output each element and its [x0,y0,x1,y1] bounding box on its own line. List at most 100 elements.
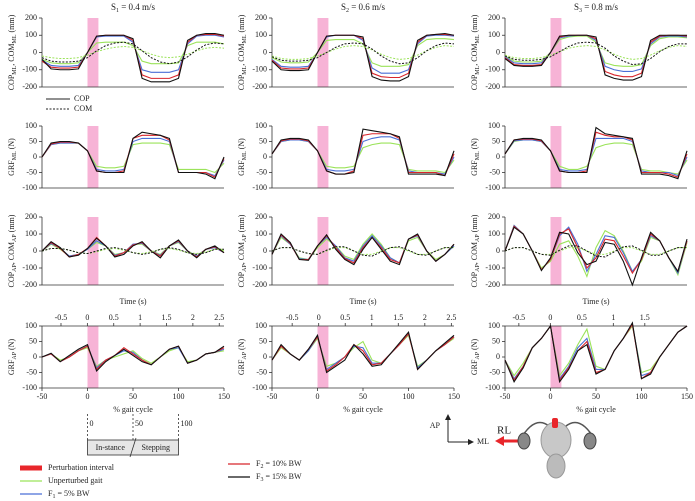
y-tick-label: -200 [252,280,267,289]
y-tick-label: -100 [22,65,37,74]
text-part: COP [470,74,479,90]
subscript: 2 [346,8,349,14]
y-tick-label: -200 [252,82,267,91]
text-part: COP [237,271,246,287]
y-axis-label: GRFAP (N) [237,338,249,375]
subscript: ML [242,151,248,160]
subscript: ML [242,34,248,43]
perturbation-interval [87,217,99,285]
text-part: = 15% BW [263,472,302,481]
robot-diagram: AP ML RL [430,414,597,479]
y-tick-label: 100 [255,121,267,130]
text-part: , COM [237,43,246,65]
x-tick-label: 0 [316,392,320,401]
x2-tick-label: 1.5 [640,313,650,322]
robot-wheel [583,432,597,450]
y-tick-label: 100 [25,321,37,330]
cop-line [504,131,688,178]
y-tick-label: 100 [255,229,267,238]
y-tick-label: 200 [255,212,267,221]
y-tick-label: 100 [488,321,500,330]
x2-tick-label: 1 [370,313,374,322]
text-part: (N) [470,338,479,351]
subscript: ML [475,151,481,160]
x-tick-label: -50 [37,392,48,401]
text-part: (N) [237,138,246,151]
text-part: GRF [237,160,246,176]
subscript: ML [12,65,18,74]
y-tick-label: 0 [33,47,37,56]
text-part: GRF [470,160,479,176]
perturbation-interval [87,126,99,188]
y-tick-label: -100 [252,183,267,192]
x-axis-label: % gait cycle [343,405,383,414]
y-tick-label: -50 [489,367,500,376]
x2-tick-label: -0.5 [55,313,68,322]
ml-label: ML [477,437,489,446]
text-part: (N) [237,338,246,351]
subscript: AP [242,351,248,359]
legend-label: Unperturbed gait [48,476,103,485]
x-tick-label: 50 [592,392,600,401]
legend-label: F1 = 5% BW [48,489,90,501]
subscript: ML [475,65,481,74]
cop-line [41,345,225,371]
y-tick-label: -100 [22,383,37,392]
robot-leg [546,453,566,479]
com-line [41,41,225,65]
cop-line [504,137,688,177]
text-part: , COM [470,43,479,65]
y-tick-label: -100 [485,383,500,392]
y-tick-label: 0 [33,152,37,161]
y-tick-label: -200 [22,82,37,91]
text-part: COP [237,74,246,90]
text-part: F [256,459,261,468]
x2-tick-label: 2 [191,313,195,322]
y-tick-label: 200 [488,13,500,22]
cop-line [41,343,225,372]
cop-line [504,126,688,180]
y-axis-label: COPML, COMML (mm) [470,14,482,90]
y-tick-label: 0 [33,352,37,361]
cop-line [41,137,225,177]
subscript: AP [12,351,18,359]
text-part: (mm) [237,214,246,234]
y-tick-label: -100 [252,383,267,392]
cop-line [504,139,688,175]
y-tick-label: 50 [492,136,500,145]
cop-line [504,321,688,384]
text-part: = 0.6 m/s [349,2,386,12]
legend-label: Perturbation interval [48,463,115,472]
subscript: ML [12,151,18,160]
y-tick-label: 0 [33,246,37,255]
y-tick-label: 0 [263,152,267,161]
y-tick-label: -50 [489,167,500,176]
perturbation-interval [317,217,329,285]
subscript: AP [475,234,481,242]
y-axis-label: GRFML (N) [7,138,19,176]
y-tick-label: 200 [25,13,37,22]
y-tick-label: 100 [25,229,37,238]
robot-marker [552,418,558,428]
x2-tick-label: 1 [138,313,142,322]
x-tick-label: 150 [218,392,230,401]
com-line [41,247,224,255]
y-tick-label: 0 [496,47,500,56]
x2-tick-label: 0 [85,313,89,322]
cop-line [504,35,688,67]
y-axis-label: COPML, COMML (mm) [237,14,249,90]
subscript: 3 [579,8,582,14]
y-tick-label: 100 [488,121,500,130]
cop-line [41,32,225,83]
phase-tick-label: 0 [90,419,94,428]
cop-line [271,331,455,374]
y-tick-label: 100 [255,321,267,330]
y-axis-label: GRFAP (N) [470,338,482,375]
x2-tick-label: 2.5 [446,313,456,322]
ap-arrowhead [445,414,451,420]
y-axis-label: GRFML (N) [470,138,482,176]
perturbation-interval [87,18,99,87]
com-line [41,45,225,60]
y-tick-label: 0 [263,246,267,255]
